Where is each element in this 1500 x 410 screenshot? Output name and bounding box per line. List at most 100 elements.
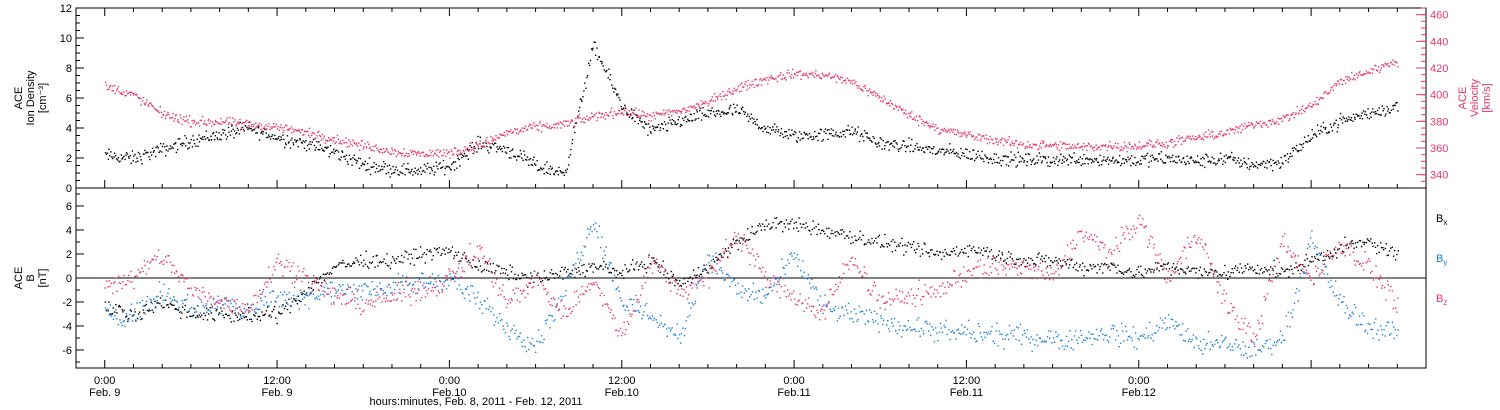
by-point [515, 329, 517, 332]
velocity-point [483, 146, 486, 148]
velocity-point [745, 81, 747, 83]
density-point [990, 158, 992, 160]
density-point [929, 146, 931, 148]
bx-point [569, 272, 571, 275]
density-point [389, 168, 392, 170]
by-point [775, 278, 777, 280]
velocity-point [1057, 144, 1060, 146]
bx-point [605, 263, 607, 266]
velocity-point [249, 121, 251, 123]
velocity-point [981, 135, 983, 137]
velocity-point [308, 127, 311, 129]
density-point [509, 150, 511, 152]
density-point [748, 115, 750, 118]
bx-point [1211, 269, 1213, 271]
density-point [632, 117, 634, 119]
bx-point [482, 270, 484, 272]
bx-point [1200, 274, 1203, 276]
bx-point [1163, 263, 1165, 265]
density-point [236, 127, 239, 129]
density-point [408, 171, 410, 173]
by-point [771, 290, 773, 292]
density-point [491, 142, 493, 145]
density-point [858, 140, 861, 143]
density-point [1245, 163, 1248, 165]
velocity-point [395, 150, 397, 152]
density-point [758, 126, 760, 128]
density-point [574, 122, 577, 124]
by-point [625, 305, 628, 307]
density-point [1384, 115, 1386, 117]
density-point [382, 168, 384, 171]
velocity-point [1356, 77, 1359, 79]
velocity-point [1315, 103, 1317, 105]
density-point [280, 138, 283, 141]
velocity-point [1050, 145, 1052, 148]
bx-point [1241, 272, 1244, 274]
density-point [659, 129, 661, 132]
bx-point [803, 223, 805, 226]
by-point [1125, 330, 1128, 333]
velocity-point [403, 148, 405, 150]
bx-point [683, 277, 685, 280]
bx-point [1093, 266, 1095, 268]
bx-point [442, 248, 444, 250]
density-point [912, 150, 915, 153]
velocity-point [214, 119, 217, 122]
velocity-point [791, 73, 793, 76]
density-point [1065, 159, 1068, 162]
by-point [526, 336, 529, 339]
velocity-point [708, 103, 710, 105]
bx-point [1078, 266, 1081, 268]
density-point [268, 134, 270, 136]
bx-point [344, 266, 347, 268]
velocity-point [1346, 78, 1348, 80]
velocity-point [300, 129, 303, 131]
bx-point [1224, 264, 1226, 267]
bx-point [1351, 240, 1353, 242]
bx-point [530, 272, 532, 274]
velocity-point [777, 76, 779, 78]
by-point [576, 252, 578, 254]
bx-point [690, 282, 693, 284]
by-point [164, 299, 166, 301]
density-point [315, 146, 317, 149]
velocity-point [1204, 135, 1206, 138]
density-point [1374, 113, 1376, 115]
by-point [129, 313, 131, 316]
density-point [1182, 157, 1184, 160]
density-point [1165, 154, 1167, 157]
bx-point [371, 261, 374, 263]
by-point [204, 305, 207, 307]
velocity-point [1274, 122, 1276, 124]
by-point [655, 319, 657, 321]
density-point [1211, 156, 1213, 158]
density-point [644, 121, 646, 123]
bx-point [335, 266, 337, 268]
velocity-point [1182, 140, 1185, 143]
by-point [723, 279, 725, 281]
by-point [702, 268, 704, 271]
by-point [862, 310, 864, 313]
velocity-point [987, 138, 990, 141]
velocity-point [684, 108, 686, 111]
velocity-point [637, 116, 639, 118]
density-point [956, 155, 958, 157]
by-point [1030, 336, 1032, 338]
bx-point [524, 274, 527, 276]
density-point [384, 163, 386, 165]
by-point [734, 284, 737, 286]
bx-point [598, 266, 601, 268]
by-point [463, 297, 466, 299]
density-point [421, 170, 424, 172]
velocity-point [493, 138, 495, 141]
density-point [828, 129, 830, 131]
density-point [1387, 110, 1389, 112]
density-point [836, 135, 838, 137]
velocity-point [236, 123, 238, 126]
density-point [388, 164, 391, 166]
bx-point [727, 247, 730, 249]
velocity-point [935, 124, 937, 126]
bx-point [678, 280, 681, 282]
bx-point [397, 255, 399, 258]
